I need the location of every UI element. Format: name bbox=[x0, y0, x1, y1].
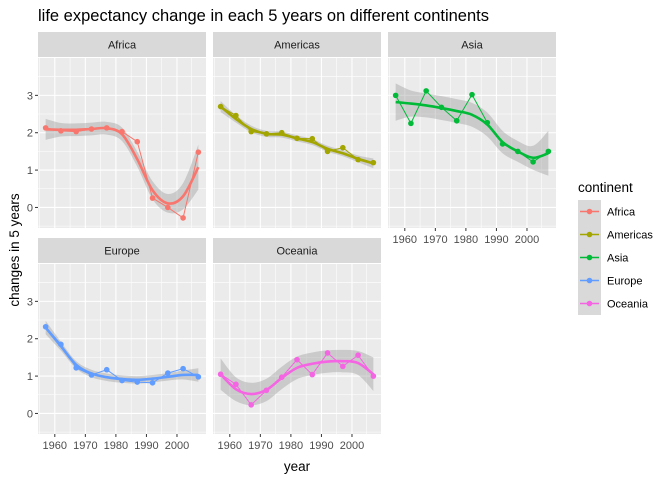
legend-point bbox=[586, 300, 593, 307]
x-tick-label: 1960 bbox=[218, 440, 242, 452]
facet-label-oceania: Oceania bbox=[277, 246, 319, 258]
smooth-line-americas bbox=[219, 105, 374, 165]
facet-label-americas: Americas bbox=[274, 40, 320, 52]
y-tick-label: 1 bbox=[27, 371, 33, 383]
legend-item-africa: Africa bbox=[578, 200, 636, 223]
data-point-asia bbox=[469, 91, 475, 98]
y-tick-label: 1 bbox=[27, 165, 33, 177]
legend-label: Asia bbox=[607, 253, 629, 265]
data-point-asia bbox=[423, 88, 429, 94]
x-tick-label: 1960 bbox=[43, 440, 67, 452]
confidence-band bbox=[45, 320, 199, 384]
x-tick-label: 1960 bbox=[393, 234, 417, 246]
y-tick-label: 2 bbox=[27, 128, 33, 140]
facet-africa: Africa 0 1 2 3 bbox=[27, 32, 206, 228]
legend-point bbox=[586, 231, 593, 238]
legend-point bbox=[586, 277, 593, 284]
data-point-europe bbox=[103, 366, 110, 373]
facet-strip-europe bbox=[38, 238, 206, 263]
data-point-americas bbox=[309, 135, 316, 142]
x-tick-label: 1970 bbox=[73, 440, 97, 452]
y-tick-label: 0 bbox=[27, 408, 33, 420]
data-point-oceania bbox=[340, 363, 346, 370]
data-point-africa bbox=[134, 138, 141, 145]
smooth-line-africa bbox=[45, 126, 200, 205]
facet-strip-oceania bbox=[213, 238, 381, 263]
legend-point bbox=[586, 254, 593, 261]
confidence-band bbox=[220, 349, 374, 406]
data-point-oceania bbox=[324, 350, 331, 356]
data-point-europe bbox=[149, 380, 156, 386]
x-tick-label: 1990 bbox=[484, 234, 508, 246]
facet-strip-asia bbox=[388, 32, 556, 57]
facet-oceania: Oceania 1960 1970 1980 1990 2000 bbox=[213, 238, 381, 452]
x-tick-label: 1980 bbox=[279, 440, 303, 452]
facet-americas: Americas bbox=[213, 32, 381, 228]
x-axis-title: year bbox=[284, 459, 311, 474]
legend-label: Europe bbox=[607, 276, 642, 288]
data-point-asia bbox=[408, 120, 414, 127]
y-tick-label: 2 bbox=[27, 334, 33, 346]
facet-strip-americas bbox=[213, 32, 381, 57]
y-tick-label: 3 bbox=[27, 296, 33, 308]
x-tick-label: 2000 bbox=[340, 440, 364, 452]
facet-label-asia: Asia bbox=[461, 40, 483, 52]
data-point-europe bbox=[165, 370, 171, 376]
legend-point bbox=[586, 208, 593, 215]
facet-label-africa: Africa bbox=[108, 40, 137, 52]
data-point-africa bbox=[180, 215, 186, 221]
legend-item-asia: Asia bbox=[578, 246, 629, 269]
legend-label: Africa bbox=[607, 207, 636, 219]
smooth-line-europe bbox=[44, 326, 199, 382]
panel-background bbox=[388, 58, 556, 228]
y-axis-title: changes in 5 years bbox=[7, 193, 22, 307]
legend-item-europe: Europe bbox=[578, 269, 642, 292]
data-point-asia bbox=[453, 117, 460, 124]
legend-title: continent bbox=[578, 180, 633, 195]
data-point-africa bbox=[165, 204, 171, 211]
x-tick-label: 1980 bbox=[104, 440, 128, 452]
x-tick-label: 1990 bbox=[134, 440, 158, 452]
legend-item-oceania: Oceania bbox=[578, 292, 649, 315]
data-point-americas bbox=[340, 144, 346, 151]
data-point-asia bbox=[530, 159, 536, 165]
data-point-europe bbox=[180, 365, 186, 372]
smooth-line-asia bbox=[395, 100, 549, 160]
legend-item-americas: Americas bbox=[578, 223, 653, 246]
data-point-oceania bbox=[233, 381, 239, 388]
panel-background bbox=[213, 58, 381, 228]
data-point-oceania bbox=[355, 352, 361, 358]
panel-background bbox=[38, 264, 206, 434]
facet-asia: Asia 1960 1970 1980 1990 2000 bbox=[388, 32, 556, 246]
x-tick-label: 2000 bbox=[165, 440, 189, 452]
data-point-africa bbox=[195, 149, 202, 155]
data-point-africa bbox=[149, 195, 156, 201]
chart-title: life expectancy change in each 5 years o… bbox=[38, 7, 489, 25]
legend: continent Africa Americas Asia Europe Oceani… bbox=[578, 180, 653, 315]
facet-label-europe: Europe bbox=[104, 246, 139, 258]
panel-background bbox=[213, 264, 381, 434]
smooth-line-oceania bbox=[219, 359, 375, 396]
data-point-asia bbox=[392, 92, 399, 99]
data-point-oceania bbox=[309, 371, 316, 378]
data-point-oceania bbox=[294, 356, 300, 363]
x-tick-label: 1970 bbox=[248, 440, 272, 452]
x-tick-label: 1970 bbox=[423, 234, 447, 246]
data-point-oceania bbox=[248, 402, 254, 408]
legend-label: Americas bbox=[607, 230, 653, 242]
x-tick-label: 1990 bbox=[309, 440, 333, 452]
legend-label: Oceania bbox=[607, 299, 649, 311]
facet-europe: Europe 0 1 2 3 1960 1970 1980 1990 2000 bbox=[27, 238, 206, 452]
facet-strip-africa bbox=[38, 32, 206, 57]
x-tick-label: 2000 bbox=[515, 234, 539, 246]
y-tick-label: 0 bbox=[27, 202, 33, 214]
y-tick-label: 3 bbox=[27, 90, 33, 102]
x-tick-label: 1980 bbox=[454, 234, 478, 246]
